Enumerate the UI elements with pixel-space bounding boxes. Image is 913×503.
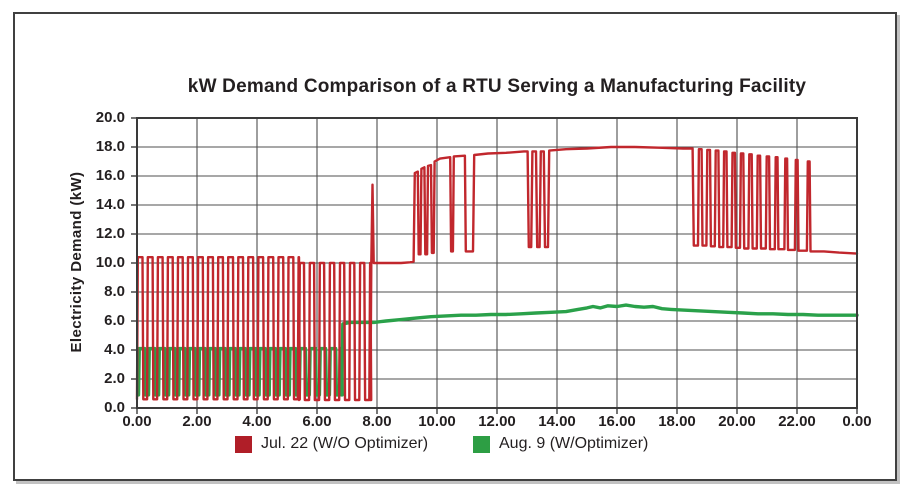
y-axis-tick-labels: 20.0 18.0 16.0 14.0 12.0 10.0 8.0 6.0 4.0 2.0 0.0 — [77, 109, 129, 416]
x-tick-label: 2.00 — [182, 413, 212, 430]
chart-svg — [131, 117, 859, 414]
y-tick-label: 20.0 — [95, 109, 125, 126]
y-tick-label: 8.0 — [104, 283, 125, 300]
legend-swatch-red — [235, 435, 252, 453]
x-tick-label: 16.00 — [598, 413, 636, 430]
chart-legend: Jul. 22 (W/O Optimizer) Aug. 9 (W/Optimi… — [137, 435, 857, 459]
plot-area — [131, 117, 859, 414]
x-tick-label: 0.00 — [122, 413, 152, 430]
x-tick-label: 6.00 — [302, 413, 332, 430]
x-axis-tick-labels: 0.00 2.00 4.00 6.00 8.00 10.00 12.00 14.00 16.00… — [122, 413, 871, 433]
x-tick-label: 22.00 — [778, 413, 816, 430]
x-tick-label: 0.00 — [842, 413, 872, 430]
y-tick-label: 2.0 — [104, 370, 125, 387]
y-tick-label: 10.0 — [95, 254, 125, 271]
x-tick-label: 14.00 — [538, 413, 576, 430]
y-tick-label: 14.0 — [95, 196, 125, 213]
legend-swatch-green — [473, 435, 490, 453]
x-tick-label: 8.00 — [362, 413, 392, 430]
y-tick-label: 18.0 — [95, 138, 125, 155]
x-tick-label: 20.00 — [718, 413, 756, 430]
y-tick-label: 16.0 — [95, 167, 125, 184]
y-tick-label: 4.0 — [104, 341, 125, 358]
figure-border: kW Demand Comparison of a RTU Serving a … — [13, 12, 897, 481]
x-tick-label: 18.00 — [658, 413, 696, 430]
chart-title: kW Demand Comparison of a RTU Serving a … — [187, 76, 807, 97]
legend-label-aug9: Aug. 9 (W/Optimizer) — [499, 435, 649, 452]
legend-label-jul22: Jul. 22 (W/O Optimizer) — [261, 435, 429, 452]
y-tick-label: 6.0 — [104, 312, 125, 329]
y-tick-label: 12.0 — [95, 225, 125, 242]
legend-item-aug9: Aug. 9 (W/Optimizer) — [473, 435, 648, 453]
x-tick-label: 12.00 — [478, 413, 516, 430]
x-tick-label: 4.00 — [242, 413, 272, 430]
y-tick-label: 0.0 — [104, 399, 125, 416]
x-tick-label: 10.00 — [418, 413, 456, 430]
legend-item-jul22: Jul. 22 (W/O Optimizer) — [235, 435, 428, 453]
